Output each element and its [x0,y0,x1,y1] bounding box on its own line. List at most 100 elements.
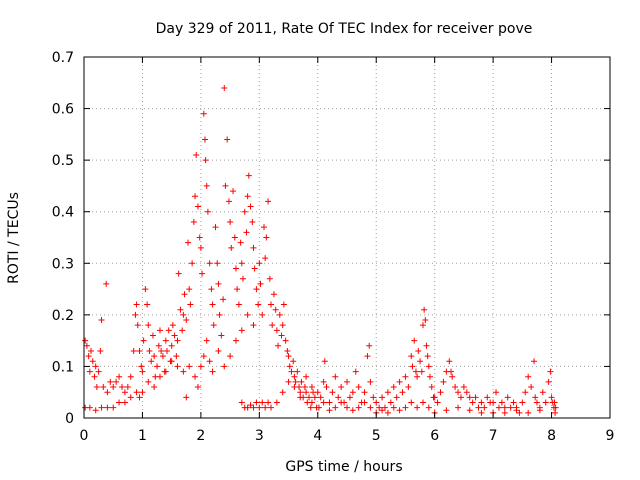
data-point-marker [525,409,532,416]
data-point-marker [460,384,467,391]
data-point-marker [174,363,181,370]
data-point-marker [168,358,175,365]
data-point-marker [241,208,248,215]
data-points [82,84,559,416]
data-point-marker [186,286,193,293]
x-tick-label: 4 [313,428,322,444]
data-point-marker [536,407,543,414]
data-point-marker [193,151,200,158]
data-point-marker [278,332,285,339]
data-point-marker [179,327,186,334]
data-point-marker [121,399,128,406]
data-point-marker [294,368,301,375]
data-point-marker [290,358,297,365]
data-point-marker [552,404,559,411]
data-point-marker [279,322,286,329]
data-point-marker [133,301,140,308]
data-point-marker [215,280,222,287]
data-point-marker [243,229,250,236]
data-point-marker [230,188,237,195]
data-point-marker [349,389,356,396]
data-point-marker [303,373,310,380]
data-point-marker [97,347,104,354]
data-point-marker [253,286,260,293]
data-point-marker [255,301,262,308]
data-point-marker [151,384,158,391]
data-point-marker [552,409,559,416]
data-point-marker [367,378,374,385]
data-point-marker [82,337,89,344]
data-point-marker [194,384,201,391]
data-point-marker [307,404,314,411]
data-point-marker [276,311,283,318]
data-point-marker [146,347,153,354]
data-point-marker [169,322,176,329]
data-point-marker [183,394,190,401]
data-point-marker [104,404,111,411]
data-point-marker [203,182,210,189]
data-point-marker [408,399,415,406]
data-point-marker [513,407,520,414]
data-point-marker [495,404,502,411]
data-point-marker [232,265,239,272]
data-point-marker [542,399,549,406]
data-point-marker [424,353,431,360]
data-point-marker [301,384,308,391]
data-point-marker [249,219,256,226]
data-point-marker [116,373,123,380]
data-point-marker [194,203,201,210]
data-point-marker [292,378,299,385]
data-point-marker [149,332,156,339]
data-point-marker [268,301,275,308]
data-point-marker [519,399,526,406]
data-point-marker [239,275,246,282]
data-point-marker [457,394,464,401]
data-point-marker [196,234,203,241]
data-point-marker [344,404,350,411]
data-point-marker [103,280,110,287]
data-point-marker [402,404,409,411]
x-tick-label: 7 [489,428,498,444]
data-point-marker [320,378,327,385]
data-point-marker [409,363,416,370]
y-tick-label: 0 [65,411,74,427]
data-point-marker [245,172,252,179]
x-tick-label: 0 [80,428,89,444]
data-point-marker [138,363,145,370]
data-point-marker [481,404,488,411]
data-point-marker [158,347,165,354]
data-point-marker [346,394,353,401]
data-point-marker [256,404,263,411]
data-point-marker [104,389,111,396]
data-point-marker [121,389,128,396]
data-point-marker [426,373,433,380]
data-point-marker [516,409,523,416]
data-point-marker [270,291,277,298]
x-tick-label: 9 [606,428,615,444]
data-point-marker [265,399,272,406]
data-point-marker [124,384,131,391]
data-point-marker [364,353,371,360]
data-point-marker [93,384,100,391]
data-point-marker [303,389,310,396]
data-point-marker [321,358,328,365]
x-tick-label: 2 [196,428,205,444]
data-point-marker [145,322,152,329]
data-point-marker [256,260,263,267]
x-axis-label: GPS time / hours [285,459,402,475]
data-point-marker [475,404,482,411]
data-point-marker [183,317,190,324]
data-point-marker [253,399,260,406]
data-point-marker [466,407,473,414]
data-point-marker [100,384,107,391]
data-point-marker [493,389,500,396]
data-point-marker [448,368,455,375]
data-point-marker [466,394,473,401]
data-point-marker [317,394,324,401]
data-point-marker [136,394,143,401]
data-point-marker [208,286,215,293]
data-point-marker [221,84,228,91]
data-point-marker [262,404,269,411]
data-point-marker [547,368,554,375]
data-point-marker [162,337,169,344]
